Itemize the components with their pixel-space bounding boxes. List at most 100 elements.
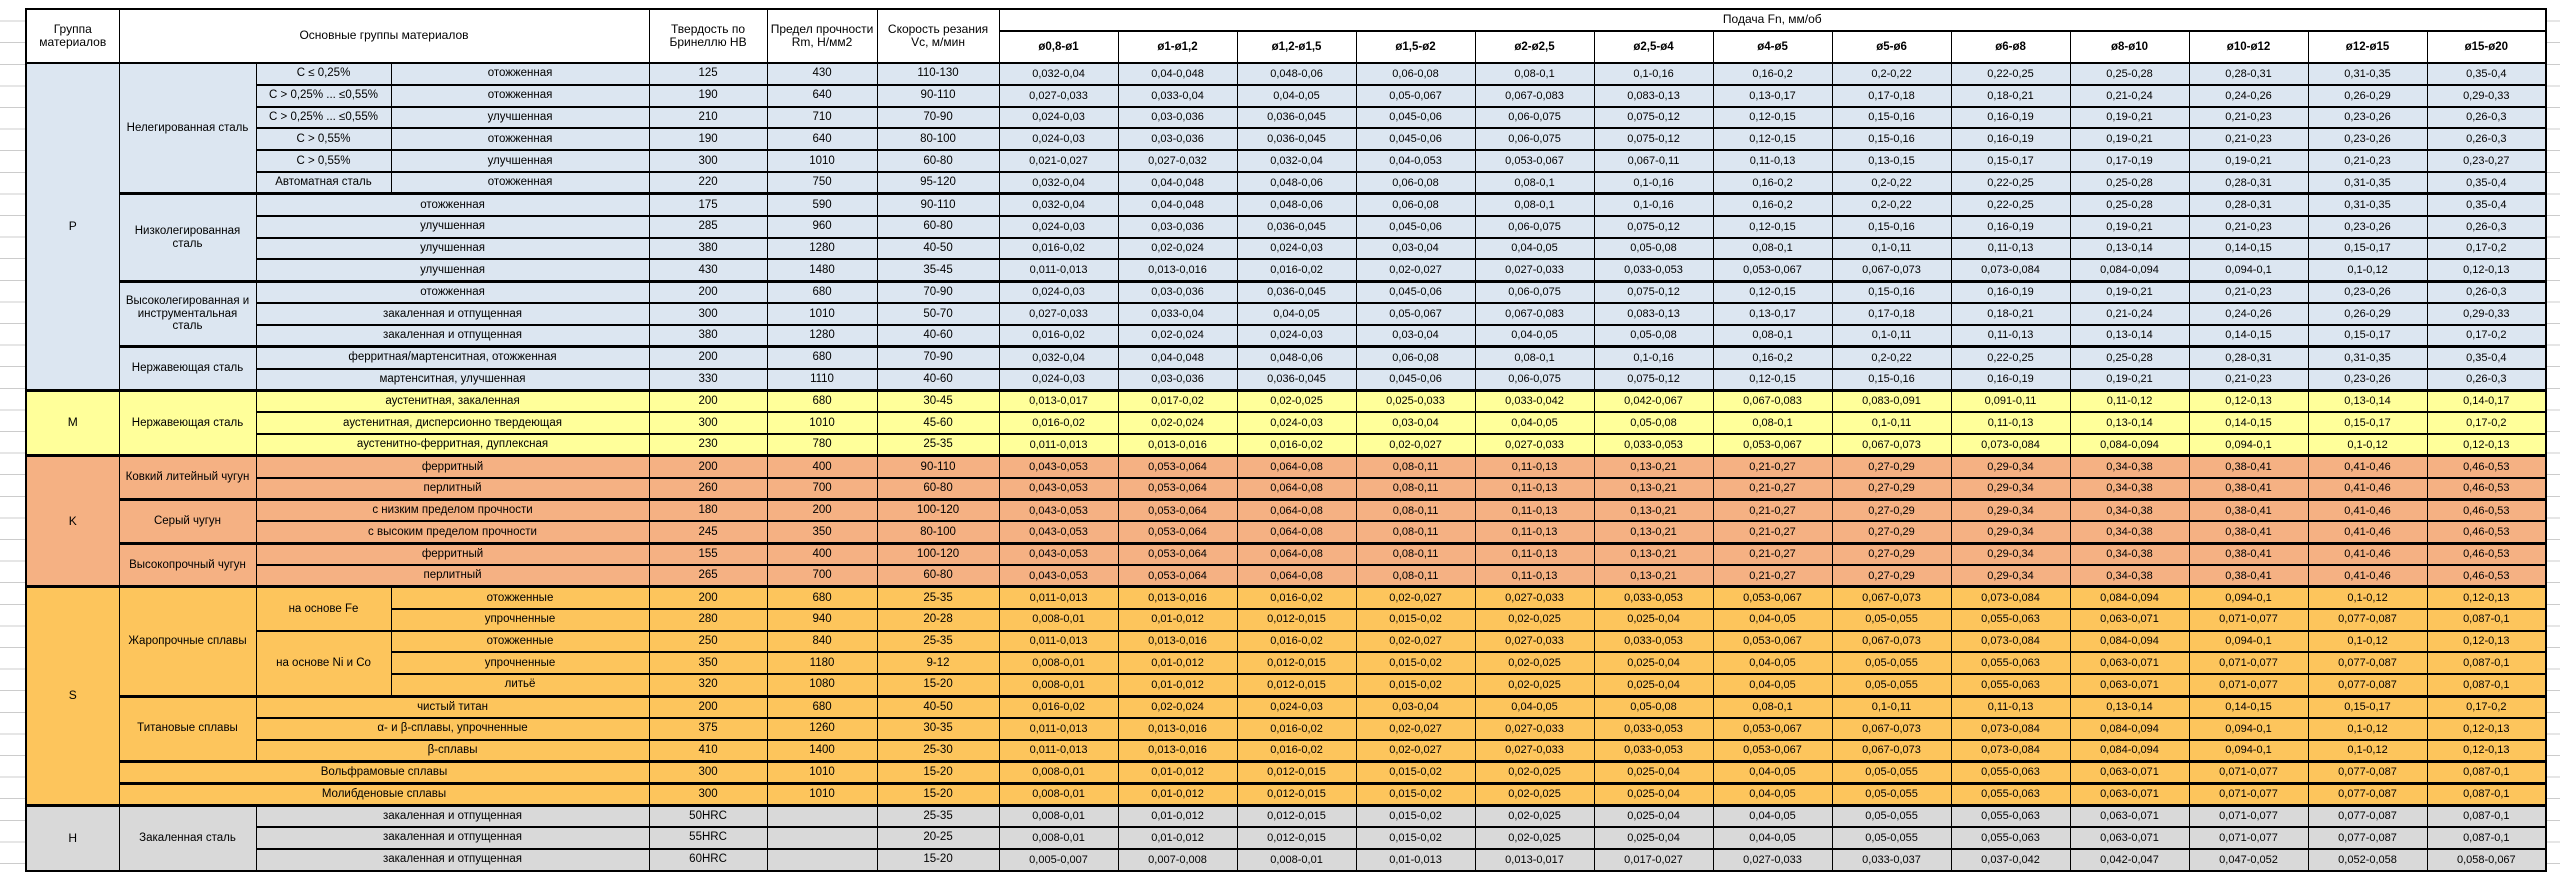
feed-cell[interactable]: 0,31-0,35 [2307, 62, 2428, 86]
condition-cell[interactable]: закаленная и отпущенная [255, 302, 650, 326]
feed-cell[interactable]: 0,084-0,094 [2069, 629, 2190, 654]
strength-cell[interactable]: 640 [766, 83, 878, 108]
feed-cell[interactable]: 0,26-0,3 [2426, 279, 2547, 305]
hardness-cell[interactable]: 300 [648, 411, 768, 436]
feed-cell[interactable]: 0,21-0,24 [2069, 302, 2190, 326]
condition-cell[interactable]: отожженные [390, 629, 650, 654]
speed-cell[interactable]: 15-20 [876, 673, 1000, 698]
feed-cell[interactable]: 0,012-0,015 [1236, 673, 1357, 698]
condition-cell[interactable]: закаленная и отпущенная [255, 803, 650, 828]
feed-diameter-header[interactable]: ø1,5-ø2 [1355, 30, 1476, 64]
speed-cell[interactable]: 25-35 [876, 433, 1000, 457]
hardness-cell[interactable]: 175 [648, 192, 768, 217]
feed-cell[interactable]: 0,055-0,063 [1950, 673, 2071, 698]
feed-cell[interactable]: 0,084-0,094 [2069, 585, 2190, 610]
feed-cell[interactable]: 0,19-0,21 [2069, 279, 2190, 305]
material-cell[interactable]: Низколегированная сталь [118, 192, 257, 283]
feed-cell[interactable]: 0,24-0,26 [2188, 83, 2309, 108]
feed-cell[interactable]: 0,013-0,017 [998, 388, 1119, 414]
feed-cell[interactable]: 0,11-0,13 [1474, 476, 1595, 501]
condition-cell[interactable]: улучшенная [390, 105, 650, 130]
feed-cell[interactable]: 0,05-0,055 [1831, 825, 1952, 850]
hardness-cell[interactable]: 60HRC [648, 847, 768, 873]
feed-cell[interactable]: 0,04-0,05 [1474, 694, 1595, 719]
condition-cell[interactable]: закаленная и отпущенная [255, 323, 650, 348]
strength-cell[interactable]: 680 [766, 388, 878, 414]
feed-cell[interactable]: 0,094-0,1 [2188, 738, 2309, 763]
feed-cell[interactable]: 0,11-0,13 [1950, 694, 2071, 719]
feed-cell[interactable]: 0,2-0,22 [1831, 62, 1952, 86]
feed-cell[interactable]: 0,04-0,05 [1712, 803, 1833, 828]
feed-cell[interactable]: 0,077-0,087 [2307, 607, 2428, 632]
feed-cell[interactable]: 0,063-0,071 [2069, 760, 2190, 785]
feed-cell[interactable]: 0,41-0,46 [2307, 476, 2428, 501]
feed-cell[interactable]: 0,21-0,27 [1712, 541, 1833, 567]
feed-cell[interactable]: 0,1-0,12 [2307, 716, 2428, 741]
feed-cell[interactable]: 0,17-0,18 [1831, 302, 1952, 326]
feed-cell[interactable]: 0,46-0,53 [2426, 476, 2547, 501]
speed-cell[interactable]: 70-90 [876, 345, 1000, 370]
feed-cell[interactable]: 0,02-0,025 [1474, 760, 1595, 785]
feed-cell[interactable]: 0,01-0,012 [1117, 673, 1238, 698]
material-cell[interactable]: Нелегированная сталь [118, 62, 257, 195]
feed-cell[interactable]: 0,26-0,29 [2307, 302, 2428, 326]
condition-cell[interactable]: отожженная [390, 127, 650, 152]
feed-cell[interactable]: 0,35-0,4 [2426, 345, 2547, 370]
condition-cell[interactable]: отожженная [255, 192, 650, 217]
feed-cell[interactable]: 0,033-0,037 [1831, 847, 1952, 873]
feed-cell[interactable]: 0,41-0,46 [2307, 498, 2428, 523]
feed-cell[interactable]: 0,29-0,34 [1950, 541, 2071, 567]
feed-cell[interactable]: 0,41-0,46 [2307, 564, 2428, 588]
speed-cell[interactable]: 100-120 [876, 498, 1000, 523]
feed-cell[interactable]: 0,011-0,013 [998, 738, 1119, 763]
feed-cell[interactable]: 0,053-0,067 [1712, 258, 1833, 283]
feed-cell[interactable]: 0,38-0,41 [2188, 498, 2309, 523]
feed-cell[interactable]: 0,01-0,013 [1355, 847, 1476, 873]
feed-cell[interactable]: 0,053-0,064 [1117, 541, 1238, 567]
strength-cell[interactable]: 840 [766, 629, 878, 654]
feed-cell[interactable]: 0,21-0,27 [1712, 520, 1833, 545]
speed-cell[interactable]: 40-50 [876, 694, 1000, 719]
feed-cell[interactable]: 0,08-0,11 [1355, 454, 1476, 479]
feed-diameter-header[interactable]: ø0,8-ø1 [998, 30, 1119, 64]
group-cell[interactable]: H [25, 803, 120, 872]
feed-cell[interactable]: 0,1-0,16 [1593, 62, 1714, 86]
hardness-cell[interactable]: 300 [648, 302, 768, 326]
feed-cell[interactable]: 0,13-0,21 [1593, 564, 1714, 588]
feed-cell[interactable]: 0,042-0,047 [2069, 847, 2190, 873]
hardness-cell[interactable]: 220 [648, 171, 768, 195]
feed-cell[interactable]: 0,03-0,036 [1117, 279, 1238, 305]
feed-cell[interactable]: 0,013-0,016 [1117, 738, 1238, 763]
feed-cell[interactable]: 0,03-0,036 [1117, 105, 1238, 130]
feed-cell[interactable]: 0,11-0,13 [1474, 541, 1595, 567]
feed-cell[interactable]: 0,17-0,19 [2069, 149, 2190, 174]
feed-cell[interactable]: 0,28-0,31 [2188, 171, 2309, 195]
feed-cell[interactable]: 0,04-0,048 [1117, 62, 1238, 86]
feed-cell[interactable]: 0,26-0,3 [2426, 367, 2547, 392]
feed-cell[interactable]: 0,036-0,045 [1236, 214, 1357, 239]
feed-cell[interactable]: 0,34-0,38 [2069, 498, 2190, 523]
feed-cell[interactable]: 0,21-0,27 [1712, 498, 1833, 523]
feed-cell[interactable]: 0,12-0,13 [2426, 738, 2547, 763]
feed-cell[interactable]: 0,06-0,075 [1474, 367, 1595, 392]
feed-cell[interactable]: 0,21-0,27 [1712, 454, 1833, 479]
feed-cell[interactable]: 0,024-0,03 [998, 105, 1119, 130]
condition-cell[interactable]: улучшенная [255, 214, 650, 239]
feed-cell[interactable]: 0,045-0,06 [1355, 279, 1476, 305]
feed-cell[interactable]: 0,04-0,05 [1712, 651, 1833, 676]
feed-cell[interactable]: 0,01-0,012 [1117, 803, 1238, 828]
feed-cell[interactable]: 0,46-0,53 [2426, 541, 2547, 567]
feed-cell[interactable]: 0,05-0,08 [1593, 411, 1714, 436]
condition-cell[interactable]: ферритная/мартенситная, отожженная [255, 345, 650, 370]
condition-cell[interactable]: с низким пределом прочности [255, 498, 650, 523]
feed-cell[interactable]: 0,05-0,055 [1831, 803, 1952, 828]
feed-cell[interactable]: 0,055-0,063 [1950, 781, 2071, 807]
speed-cell[interactable]: 90-110 [876, 454, 1000, 479]
feed-cell[interactable]: 0,04-0,053 [1355, 149, 1476, 174]
hardness-cell[interactable]: 155 [648, 541, 768, 567]
feed-cell[interactable]: 0,013-0,016 [1117, 258, 1238, 283]
hardness-cell[interactable]: 300 [648, 760, 768, 785]
speed-cell[interactable]: 25-35 [876, 803, 1000, 828]
spec-cell[interactable]: на основе Fe [255, 585, 392, 632]
speed-cell[interactable]: 80-100 [876, 520, 1000, 545]
